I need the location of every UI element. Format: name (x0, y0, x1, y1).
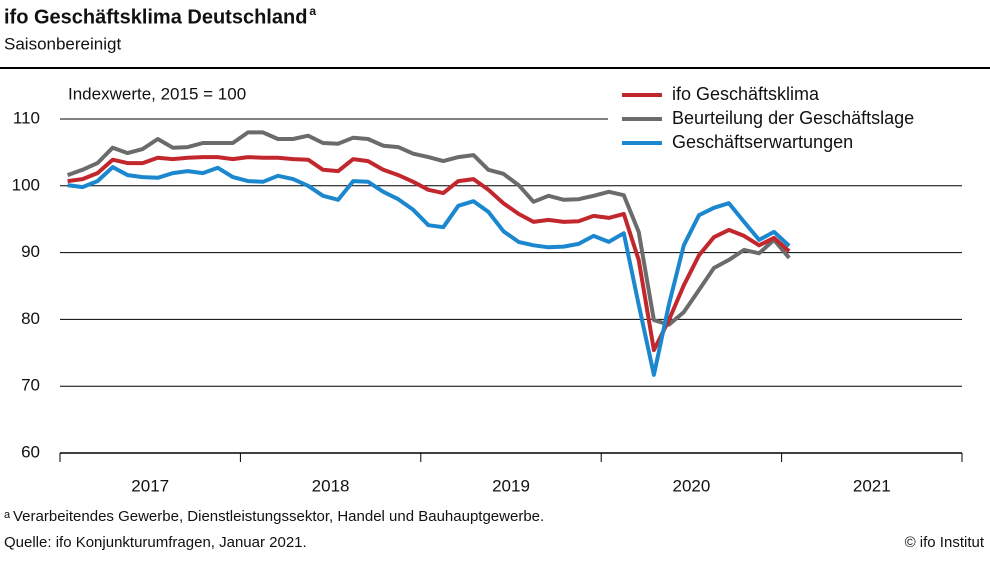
chart-subtitle: Saisonbereinigt (4, 34, 121, 53)
legend-label: Geschäftserwartungen (672, 132, 853, 152)
legend-label: ifo Geschäftsklima (672, 84, 820, 104)
x-tick-label: 2018 (312, 476, 350, 495)
title-marker: a (309, 4, 316, 18)
y-tick-label: 90 (21, 242, 40, 261)
copyright: © ifo Institut (905, 534, 985, 551)
x-tick-label: 2017 (131, 476, 169, 495)
footnote: Verarbeitendes Gewerbe, Dienstleistungss… (13, 508, 544, 525)
y-tick-label: 60 (21, 442, 40, 461)
note-background (60, 80, 310, 110)
legend-background (608, 78, 983, 160)
legend-label: Beurteilung der Geschäftslage (672, 108, 914, 128)
y-tick-label: 100 (12, 175, 40, 194)
legend: ifo Geschäftsklima Beurteilung der Geschä… (622, 84, 914, 152)
series-line (66, 130, 791, 327)
grid: 60 70 80 90 100 110 2017 2018 2019 2020 2021 (12, 108, 963, 495)
series-line (67, 155, 791, 353)
y-tick-label: 80 (21, 309, 40, 328)
series-lines (66, 130, 791, 377)
series-line (67, 165, 791, 377)
x-tick-label: 2021 (853, 476, 891, 495)
y-tick-label: 70 (21, 376, 40, 395)
source: Quelle: ifo Konjunkturumfragen, Januar 2… (4, 534, 307, 551)
x-tick-label: 2019 (492, 476, 530, 495)
x-tick-label: 2020 (672, 476, 710, 495)
chart-title: ifo Geschäftsklima Deutschland (4, 6, 307, 28)
y-axis-note: Indexwerte, 2015 = 100 (68, 84, 246, 103)
y-tick-label: 110 (13, 108, 40, 127)
footnote-marker: a (4, 509, 11, 521)
